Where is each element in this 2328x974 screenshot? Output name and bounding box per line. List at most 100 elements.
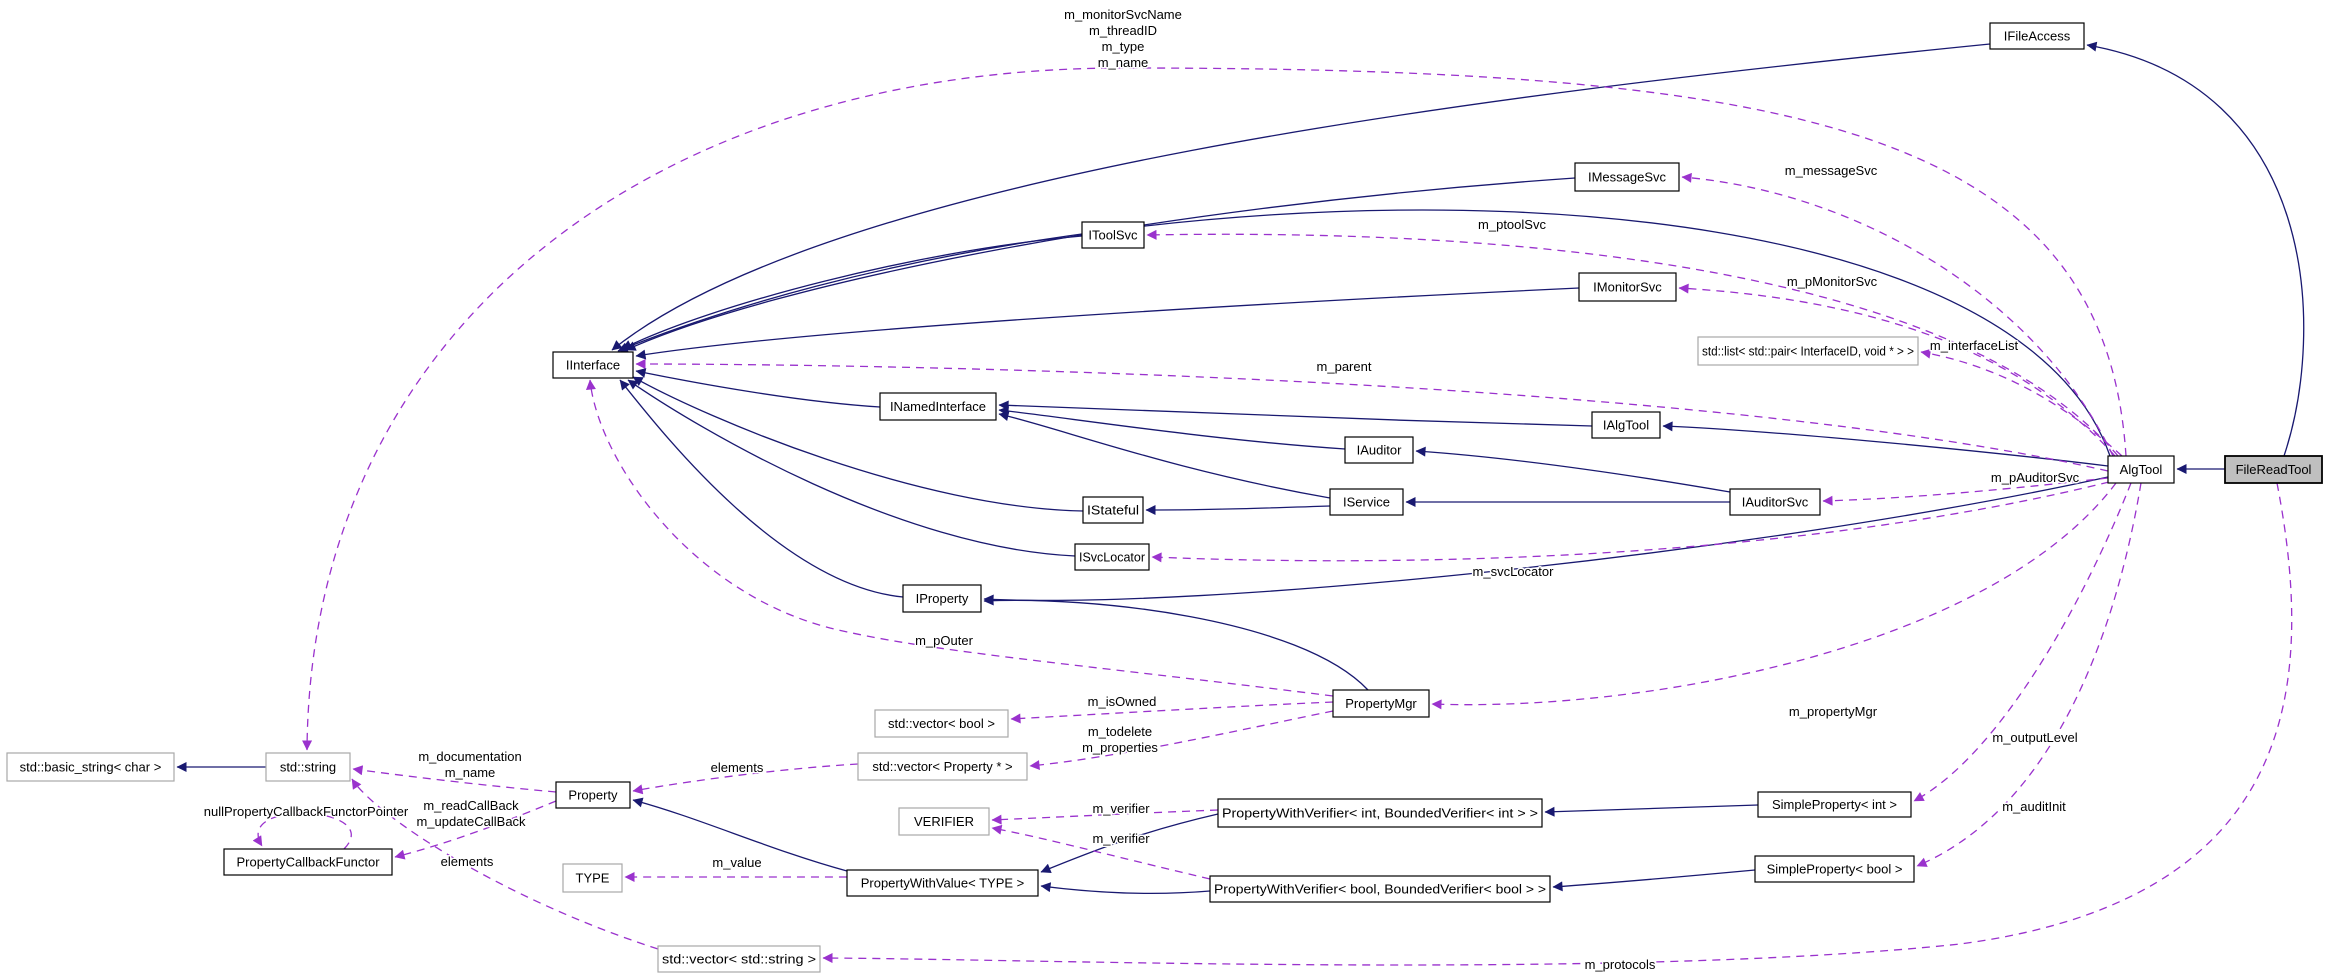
node-label-stdlist: std::list< std::pair< InterfaceID, void … <box>1702 344 1914 359</box>
node-label-imonitorsvc: IMonitorSvc <box>1593 280 1662 295</box>
edge-inherit-propertymgr-to-iproperty <box>983 595 1369 691</box>
node-pwvalue[interactable]: PropertyWithValue< TYPE > <box>846 869 1039 897</box>
node-label-iauditor: IAuditor <box>1357 443 1402 458</box>
node-itoolsvc[interactable]: IToolSvc <box>1081 221 1145 249</box>
node-propertymgr[interactable]: PropertyMgr <box>1332 689 1430 718</box>
edge-use-algtool-to-spbool <box>1916 482 2142 867</box>
node-vectorbool[interactable]: std::vector< bool > <box>874 709 1009 738</box>
edge-use-algtool-to-stdstring <box>302 67 2127 751</box>
nodes-layer: IFileAccess IMessageSvc IToolSvc IMonitorSv… <box>6 22 2323 973</box>
node-label-property: Property <box>568 788 618 803</box>
node-box-pwvalue <box>846 869 1039 897</box>
edge-use-algtool-to-spint <box>1913 482 2132 802</box>
node-vectorstring[interactable]: std::vector< std::string > <box>657 945 821 973</box>
edge-inherit-isvclocator-to-iinterface <box>627 379 1076 557</box>
edge-label-m_propertyMgr: m_propertyMgr <box>1789 704 1878 719</box>
edge-label-m_readCallBack: m_readCallBack m_updateCallBack <box>416 798 526 829</box>
node-spint[interactable]: SimpleProperty< int > <box>1757 791 1912 818</box>
node-iauditorsvc[interactable]: IAuditorSvc <box>1729 488 1821 516</box>
node-filereadtool[interactable]: FileReadTool <box>2224 455 2323 484</box>
node-iauditor[interactable]: IAuditor <box>1344 436 1414 464</box>
node-label-verifier: VERIFIER <box>914 814 974 829</box>
node-label-imessagesvc: IMessageSvc <box>1588 170 1667 185</box>
node-box-isvclocator <box>1074 543 1150 571</box>
node-ialgtool[interactable]: IAlgTool <box>1591 411 1661 439</box>
edge-inherit-pwvalue-to-property <box>632 797 848 872</box>
edge-label-elements: elements <box>711 760 764 775</box>
edges-layer <box>176 41 2305 966</box>
node-box-iauditorsvc <box>1729 488 1821 516</box>
node-box-stdstring <box>265 752 351 782</box>
node-label-basicstring: std::basic_string< char > <box>20 760 162 775</box>
node-property[interactable]: Property <box>555 781 631 809</box>
node-box-pwvbool <box>1209 875 1551 903</box>
edge-inherit-iservice-to-inamedinterface <box>998 411 1331 499</box>
node-label-itoolsvc: IToolSvc <box>1088 228 1138 243</box>
edge-use-algtool-to-imessagesvc <box>1681 172 2114 457</box>
node-box-stdlist <box>1697 336 1919 366</box>
node-spbool[interactable]: SimpleProperty< bool > <box>1754 855 1915 883</box>
node-pwvint[interactable]: PropertyWithVerifier< int, BoundedVerifi… <box>1217 798 1543 828</box>
node-algtool[interactable]: AlgTool <box>2107 455 2175 484</box>
node-label-ifileaccess: IFileAccess <box>2004 29 2071 44</box>
edge-label-m_svcLocator: m_svcLocator <box>1473 564 1555 579</box>
node-basicstring[interactable]: std::basic_string< char > <box>6 752 175 782</box>
edge-label-m_auditInit: m_auditInit <box>2002 799 2066 814</box>
node-imonitorsvc[interactable]: IMonitorSvc <box>1578 272 1677 302</box>
node-box-algtool <box>2107 455 2175 484</box>
edge-inherit-iauditorsvc-to-iauditor <box>1415 446 1731 493</box>
edge-use-pwvbool-to-verifier <box>991 824 1211 880</box>
edge-inherit-filereadtool-to-ifileaccess <box>2086 41 2305 457</box>
node-pcf[interactable]: PropertyCallbackFunctor <box>223 848 393 876</box>
node-box-property <box>555 781 631 809</box>
node-iinterface[interactable]: IInterface <box>552 351 634 379</box>
edge-use-pcf-to-pcf <box>252 812 352 850</box>
node-box-pwvint <box>1217 798 1543 828</box>
node-label-pwvalue: PropertyWithValue< TYPE > <box>861 876 1025 891</box>
node-pwvbool[interactable]: PropertyWithVerifier< bool, BoundedVerif… <box>1209 875 1551 903</box>
node-stdlist[interactable]: std::list< std::pair< InterfaceID, void … <box>1697 336 1919 366</box>
node-ifileaccess[interactable]: IFileAccess <box>1989 22 2085 50</box>
node-box-verifier <box>898 807 990 836</box>
edge-label-m_parent: m_parent <box>1317 359 1372 374</box>
edge-inherit-pwvbool-to-pwvalue <box>1040 882 1211 895</box>
node-iproperty[interactable]: IProperty <box>902 584 982 613</box>
edge-label-m_pOuter: m_pOuter <box>915 633 973 648</box>
node-stdstring[interactable]: std::string <box>265 752 351 782</box>
node-isvclocator[interactable]: ISvcLocator <box>1074 543 1150 571</box>
edge-use-property-to-pcf <box>394 800 557 860</box>
edge-label-m_outputLevel: m_outputLevel <box>1992 730 2077 745</box>
edge-label-m_messageSvc: m_messageSvc <box>1785 163 1878 178</box>
node-iservice[interactable]: IService <box>1329 488 1404 516</box>
node-box-vectorstring <box>657 945 821 973</box>
node-box-pcf <box>223 848 393 876</box>
node-imessagesvc[interactable]: IMessageSvc <box>1574 162 1680 192</box>
node-inamedinterface[interactable]: INamedInterface <box>879 392 997 421</box>
node-box-filereadtool <box>2224 455 2323 484</box>
edge-inherit-iproperty-to-iinterface <box>619 379 904 598</box>
node-label-filereadtool: FileReadTool <box>2236 462 2312 477</box>
node-type[interactable]: TYPE <box>562 863 623 893</box>
node-label-pcf: PropertyCallbackFunctor <box>236 855 380 870</box>
edge-label-m_ptoolSvc: m_ptoolSvc <box>1478 217 1546 232</box>
node-box-iservice <box>1329 488 1404 516</box>
node-istateful[interactable]: IStateful <box>1082 496 1144 524</box>
edge-label-m_todelete: m_todelete m_properties <box>1082 724 1158 755</box>
edge-inherit-algtool-to-ialgtool <box>1662 421 2109 467</box>
edge-inherit-ifileaccess-to-iinterface <box>611 43 1991 351</box>
node-verifier[interactable]: VERIFIER <box>898 807 990 836</box>
edge-inherit-spbool-to-pwvbool <box>1552 869 1756 892</box>
edge-inherit-istateful-to-iinterface <box>632 376 1084 512</box>
node-label-pwvbool: PropertyWithVerifier< bool, BoundedVerif… <box>1214 882 1546 897</box>
node-label-stdstring: std::string <box>280 760 336 775</box>
edge-inherit-algtool-to-iinterface <box>617 209 2111 457</box>
edge-label-m_documentation: m_documentation m_name <box>418 749 521 780</box>
node-vectorprop[interactable]: std::vector< Property * > <box>857 752 1028 781</box>
edge-label-m_monitorSvcName: m_monitorSvcName m_threadID m_type m_name <box>1064 7 1182 70</box>
node-label-pwvint: PropertyWithVerifier< int, BoundedVerifi… <box>1222 806 1538 821</box>
node-label-spint: SimpleProperty< int > <box>1772 797 1897 812</box>
node-box-spint <box>1757 791 1912 818</box>
edge-use-algtool-to-isvclocator <box>1151 481 2110 563</box>
edge-label-m_value: m_value <box>712 855 761 870</box>
